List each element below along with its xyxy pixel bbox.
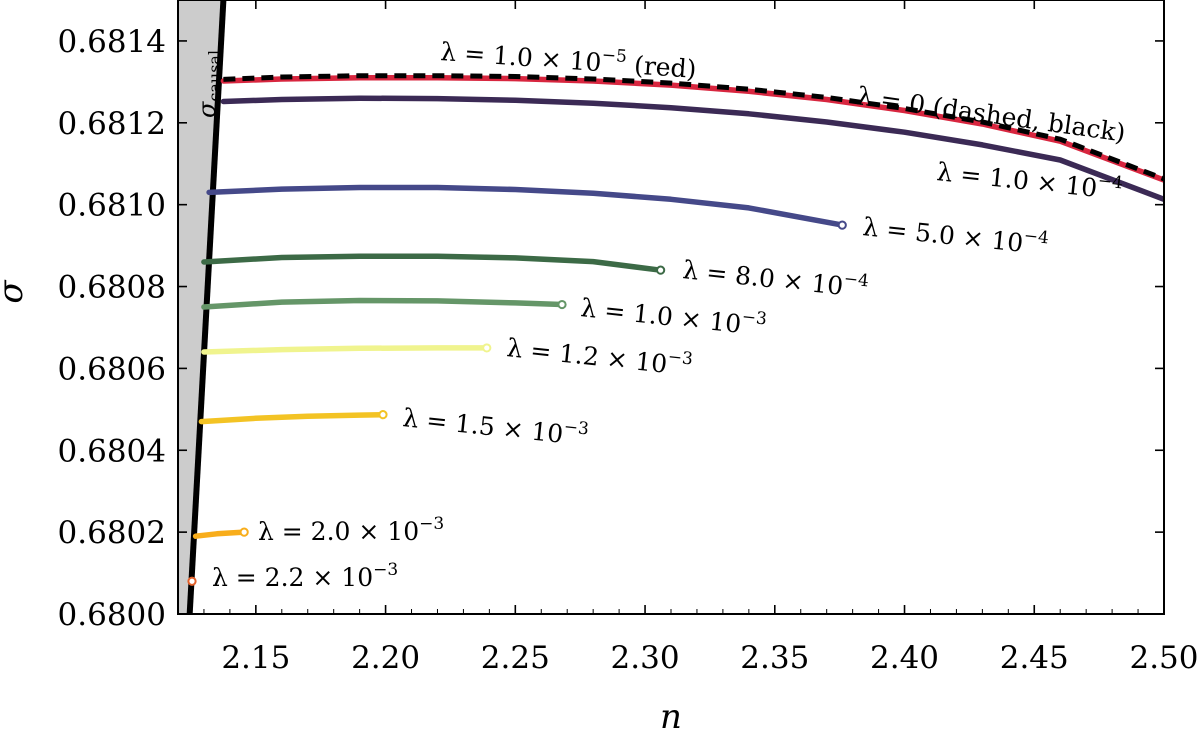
series-line xyxy=(201,297,565,310)
series-label: λ = 0 (dashed, black) xyxy=(855,81,1127,147)
y-tick-label: 0.6810 xyxy=(58,188,166,224)
causal-label: σcausal xyxy=(193,50,224,118)
y-tick-label: 0.6802 xyxy=(58,515,166,551)
x-tick-label: 2.40 xyxy=(870,640,939,676)
y-tick-label: 0.6806 xyxy=(58,351,166,387)
series-end-marker xyxy=(187,576,197,586)
x-tick-label: 2.30 xyxy=(611,640,680,676)
series-end-marker xyxy=(239,527,249,537)
series-end-marker xyxy=(557,299,567,310)
series-label: λ = 2.2 × 10−3 xyxy=(212,560,398,592)
x-tick-label: 2.45 xyxy=(1000,640,1069,676)
y-tick-label: 0.6812 xyxy=(58,106,166,142)
y-tick-label: 0.6800 xyxy=(58,597,166,633)
series-line xyxy=(201,253,664,273)
x-tick-label: 2.15 xyxy=(221,640,290,676)
series-labels: λ = 2.2 × 10−3 λ = 2.0 × 10−3 λ = 1.5 × 10… xyxy=(212,34,1127,592)
x-tick-label: 2.50 xyxy=(1129,640,1198,676)
series-end-marker xyxy=(837,220,847,230)
x-tick-label: 2.35 xyxy=(740,640,809,676)
series-end-marker xyxy=(482,343,492,353)
series-line xyxy=(192,529,247,539)
series-label: λ = 1.0 × 10−5 (red) xyxy=(440,34,698,84)
series-line xyxy=(206,184,846,228)
axis-ticks: 2.15 2.20 2.25 2.30 2.35 2.40 2.45 2.50 0.6800 0.… xyxy=(58,0,1199,676)
series-label: λ = 1.2 × 10−3 xyxy=(505,330,693,381)
series-end-marker xyxy=(378,410,388,420)
series-label: λ = 5.0 × 10−4 xyxy=(861,209,1049,260)
x-axis-title: n xyxy=(660,697,682,734)
x-tick-label: 2.20 xyxy=(351,640,420,676)
y-tick-label: 0.6808 xyxy=(58,270,166,306)
series-end-marker xyxy=(656,265,666,275)
marker-layer xyxy=(187,220,847,586)
series-label: λ = 1.5 × 10−3 xyxy=(401,400,589,451)
x-tick-label: 2.25 xyxy=(481,640,550,676)
series-line xyxy=(201,345,490,355)
series-line xyxy=(223,73,1164,182)
series-label: λ = 2.0 × 10−3 xyxy=(258,514,444,546)
y-tick-label: 0.6814 xyxy=(58,24,166,60)
series-line xyxy=(198,411,386,425)
series-line xyxy=(220,95,1164,203)
series-layer xyxy=(192,73,1164,539)
series-label: λ = 1.0 × 10−4 xyxy=(935,154,1123,205)
series-label: λ = 8.0 × 10−4 xyxy=(681,252,869,303)
y-tick-label: 0.6804 xyxy=(58,433,166,469)
series-label: λ = 1.0 × 10−3 xyxy=(579,290,767,341)
y-axis-title: σ xyxy=(0,280,31,304)
